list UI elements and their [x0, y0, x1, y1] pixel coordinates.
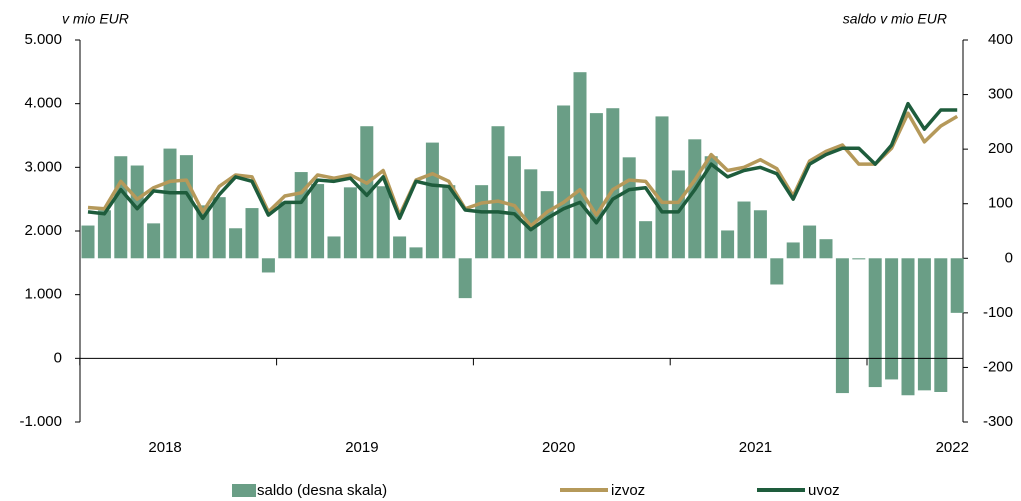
bar: [622, 157, 636, 259]
bar: [753, 210, 767, 259]
bar: [294, 172, 308, 259]
y-tick-label: 1.000: [24, 286, 62, 303]
bar: [376, 186, 390, 259]
y2-tick-label: -300: [983, 413, 1013, 430]
y2-tick-label: 200: [988, 140, 1013, 157]
bar: [425, 142, 439, 259]
bar: [114, 156, 128, 259]
bar: [803, 225, 817, 259]
bar: [81, 225, 95, 259]
bar: [196, 205, 210, 259]
x-tick-label: 2019: [345, 439, 378, 456]
y-tick-label: 5.000: [24, 31, 62, 48]
bar: [147, 223, 161, 259]
bar: [639, 221, 653, 259]
y2-tick-label: 100: [988, 195, 1013, 212]
bar: [409, 247, 423, 259]
y2-axis-title: saldo v mio EUR: [843, 11, 947, 27]
x-tick-label: 2018: [148, 439, 181, 456]
bar: [852, 258, 866, 260]
y2-tick-label: 0: [1005, 249, 1013, 266]
bar: [311, 184, 325, 259]
bar: [163, 148, 177, 259]
bar: [245, 208, 259, 259]
bar: [589, 113, 603, 259]
bar: [360, 126, 374, 259]
bar: [343, 187, 357, 259]
bar: [737, 201, 751, 259]
x-tick-label: 2021: [739, 439, 772, 456]
bar: [442, 185, 456, 259]
bar: [721, 230, 735, 259]
bar: [819, 239, 833, 259]
legend-label: saldo (desna skala): [257, 482, 387, 499]
bar: [934, 258, 948, 392]
bar: [786, 242, 800, 259]
bar: [950, 258, 964, 313]
bar: [458, 258, 472, 299]
bar: [393, 236, 407, 259]
y2-tick-label: 300: [988, 86, 1013, 103]
bar: [524, 169, 538, 259]
bar: [655, 116, 669, 259]
legend-label: izvoz: [611, 482, 645, 499]
bar: [278, 201, 292, 259]
y2-tick-label: -200: [983, 358, 1013, 375]
bar: [130, 165, 144, 259]
bar: [475, 185, 489, 259]
bar: [540, 191, 554, 259]
bar: [491, 126, 505, 259]
legend-swatch: [232, 484, 256, 497]
y-tick-label: 2.000: [24, 222, 62, 239]
line-series: [87, 101, 958, 232]
bar: [557, 105, 571, 259]
bar: [688, 139, 702, 259]
bar: [901, 258, 915, 396]
bar: [573, 72, 587, 259]
y-axis-title: v mio EUR: [62, 11, 129, 27]
bar: [327, 236, 341, 259]
x-tick-label: 2020: [542, 439, 575, 456]
bar: [885, 258, 899, 380]
bar: [770, 258, 784, 285]
x-tick-label: 2022: [936, 439, 969, 456]
bar: [261, 258, 275, 273]
y-tick-label: -1.000: [19, 413, 62, 430]
y-tick-label: 4.000: [24, 95, 62, 112]
bar: [229, 228, 243, 259]
y2-tick-label: -100: [983, 304, 1013, 321]
bar: [917, 258, 931, 391]
bar: [704, 156, 718, 259]
bar: [212, 197, 226, 259]
bar: [97, 210, 111, 259]
line-series: [87, 111, 959, 228]
bar: [868, 258, 882, 388]
bar: [671, 170, 685, 259]
y2-tick-label: 400: [988, 31, 1013, 48]
bar: [606, 108, 620, 259]
y-tick-label: 0: [54, 349, 62, 366]
y-tick-label: 3.000: [24, 158, 62, 175]
legend-label: uvoz: [808, 482, 840, 499]
bar: [179, 155, 193, 259]
bar: [835, 258, 849, 394]
